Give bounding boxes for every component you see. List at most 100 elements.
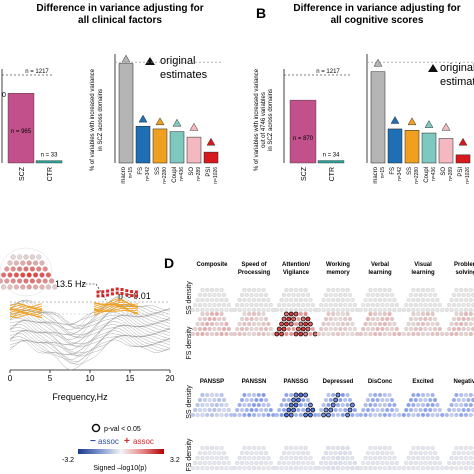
panelC-pos-sign: + bbox=[124, 436, 130, 447]
topomap-electrode bbox=[4, 266, 10, 272]
topoplot-electrode bbox=[358, 412, 363, 418]
topoplot-electrode bbox=[340, 392, 345, 398]
panelC-scale-label: Signed –log10(p) bbox=[93, 465, 146, 472]
topoplot-electrode bbox=[274, 307, 279, 313]
category-label: CTR bbox=[47, 167, 54, 181]
topoplot-electrode bbox=[368, 287, 373, 293]
topoplot-electrode bbox=[325, 412, 331, 418]
topoplot-electrode bbox=[447, 460, 452, 466]
topoplot-electrode bbox=[207, 397, 212, 403]
topoplot-electrode bbox=[459, 307, 464, 313]
topoplot-electrode bbox=[365, 450, 371, 456]
topoplot-electrode bbox=[326, 321, 331, 327]
topoplot-electrode bbox=[239, 460, 245, 466]
topoplot-electrode bbox=[416, 445, 421, 451]
topoplot-electrode bbox=[284, 445, 289, 451]
original-estimate-marker bbox=[458, 137, 468, 146]
topoplot-electrode bbox=[232, 307, 237, 313]
topoplot-electrode bbox=[261, 307, 266, 313]
reference-label: n = 1217 bbox=[316, 69, 340, 75]
topoplot-electrode bbox=[251, 392, 257, 398]
topoplot-electrode bbox=[205, 311, 210, 317]
topoplot-electrode bbox=[212, 460, 217, 466]
topoplot-electrode bbox=[387, 455, 392, 461]
topoplot-electrode bbox=[256, 412, 261, 418]
column-header: PANSSN bbox=[242, 379, 267, 385]
topomap-electrode bbox=[39, 272, 45, 278]
topoplot-electrode bbox=[251, 321, 257, 327]
topoplot-electrode bbox=[256, 321, 261, 327]
topoplot-electrode bbox=[289, 297, 294, 303]
topoplot-electrode bbox=[423, 326, 428, 332]
topoplot-electrode bbox=[214, 465, 219, 471]
topoplot-electrode bbox=[454, 311, 459, 317]
topoplot-electrode bbox=[288, 402, 294, 408]
topoplot-electrode bbox=[335, 412, 341, 418]
topomap-electrode bbox=[33, 272, 39, 278]
topoplot-electrode bbox=[392, 331, 397, 337]
topoplot-electrode bbox=[375, 316, 380, 322]
topoplot-electrode bbox=[291, 397, 297, 403]
topomap-electrode bbox=[45, 284, 51, 290]
topoplot-electrode bbox=[219, 331, 224, 337]
topoplot-electrode bbox=[370, 292, 375, 298]
topoplot-electrode bbox=[274, 465, 279, 471]
topoplot-electrode bbox=[214, 402, 219, 408]
topoplot-electrode bbox=[331, 297, 336, 303]
topoplot-electrode bbox=[281, 460, 287, 466]
sig-segment bbox=[93, 305, 139, 312]
topoplot-electrode bbox=[281, 397, 287, 403]
topoplot-electrode bbox=[303, 307, 308, 313]
topoplot-electrode bbox=[466, 292, 471, 298]
topoplot-electrode bbox=[387, 297, 392, 303]
topoplot-electrode bbox=[345, 287, 350, 293]
topoplot-electrode bbox=[333, 302, 338, 308]
topoplot-electrode bbox=[266, 321, 271, 327]
spectrum-curve bbox=[9, 308, 171, 335]
topoplot-electrode bbox=[202, 450, 207, 456]
topoplot-electrode bbox=[209, 465, 215, 471]
bar-psi bbox=[455, 154, 471, 164]
topoplot-electrode bbox=[335, 311, 341, 317]
topoplot-electrode bbox=[244, 292, 249, 298]
topoplot-electrode bbox=[286, 326, 291, 332]
topoplot-electrode bbox=[387, 307, 392, 313]
column-header: Vigilance bbox=[283, 270, 310, 276]
topoplot-electrode bbox=[256, 311, 261, 317]
topoplot-electrode bbox=[343, 302, 348, 308]
topomap-electrode bbox=[42, 278, 48, 284]
topoplot-electrode bbox=[392, 297, 397, 303]
topoplot-electrode bbox=[200, 445, 205, 451]
topoplot-electrode bbox=[242, 307, 247, 313]
topoplot-electrode bbox=[425, 331, 430, 337]
topoplot-electrode bbox=[413, 316, 418, 322]
topoplot-electrode bbox=[451, 450, 457, 456]
topoplot-electrode bbox=[365, 460, 371, 466]
topoplot-electrode bbox=[286, 460, 291, 466]
topoplot-electrode bbox=[408, 326, 414, 332]
topoplot-electrode bbox=[224, 455, 229, 461]
topoplot-electrode bbox=[425, 402, 430, 408]
topoplot-electrode bbox=[404, 407, 409, 413]
topoplot-electrode bbox=[380, 302, 385, 308]
column-header: PANSSG bbox=[284, 379, 309, 385]
topoplot-electrode bbox=[319, 302, 324, 308]
topoplot-electrode bbox=[239, 407, 245, 413]
topoplot-electrode bbox=[242, 412, 247, 418]
topoplot-electrode bbox=[463, 402, 469, 408]
topomap-electrode bbox=[4, 278, 10, 284]
column-header: Visual bbox=[414, 262, 432, 268]
topoplot-electrode bbox=[207, 302, 212, 308]
topoplot-electrode bbox=[420, 402, 426, 408]
topomap-electrode bbox=[36, 254, 42, 260]
topoplot-electrode bbox=[350, 321, 355, 327]
topoplot-electrode bbox=[430, 412, 435, 418]
topoplot-electrode bbox=[288, 321, 294, 327]
topoplot-electrode bbox=[454, 402, 459, 408]
topomap-electrode bbox=[36, 266, 42, 272]
topoplot-electrode bbox=[368, 465, 373, 471]
topoplot-electrode bbox=[420, 331, 426, 337]
topoplot-electrode bbox=[380, 292, 385, 298]
topoplot-electrode bbox=[251, 331, 257, 337]
